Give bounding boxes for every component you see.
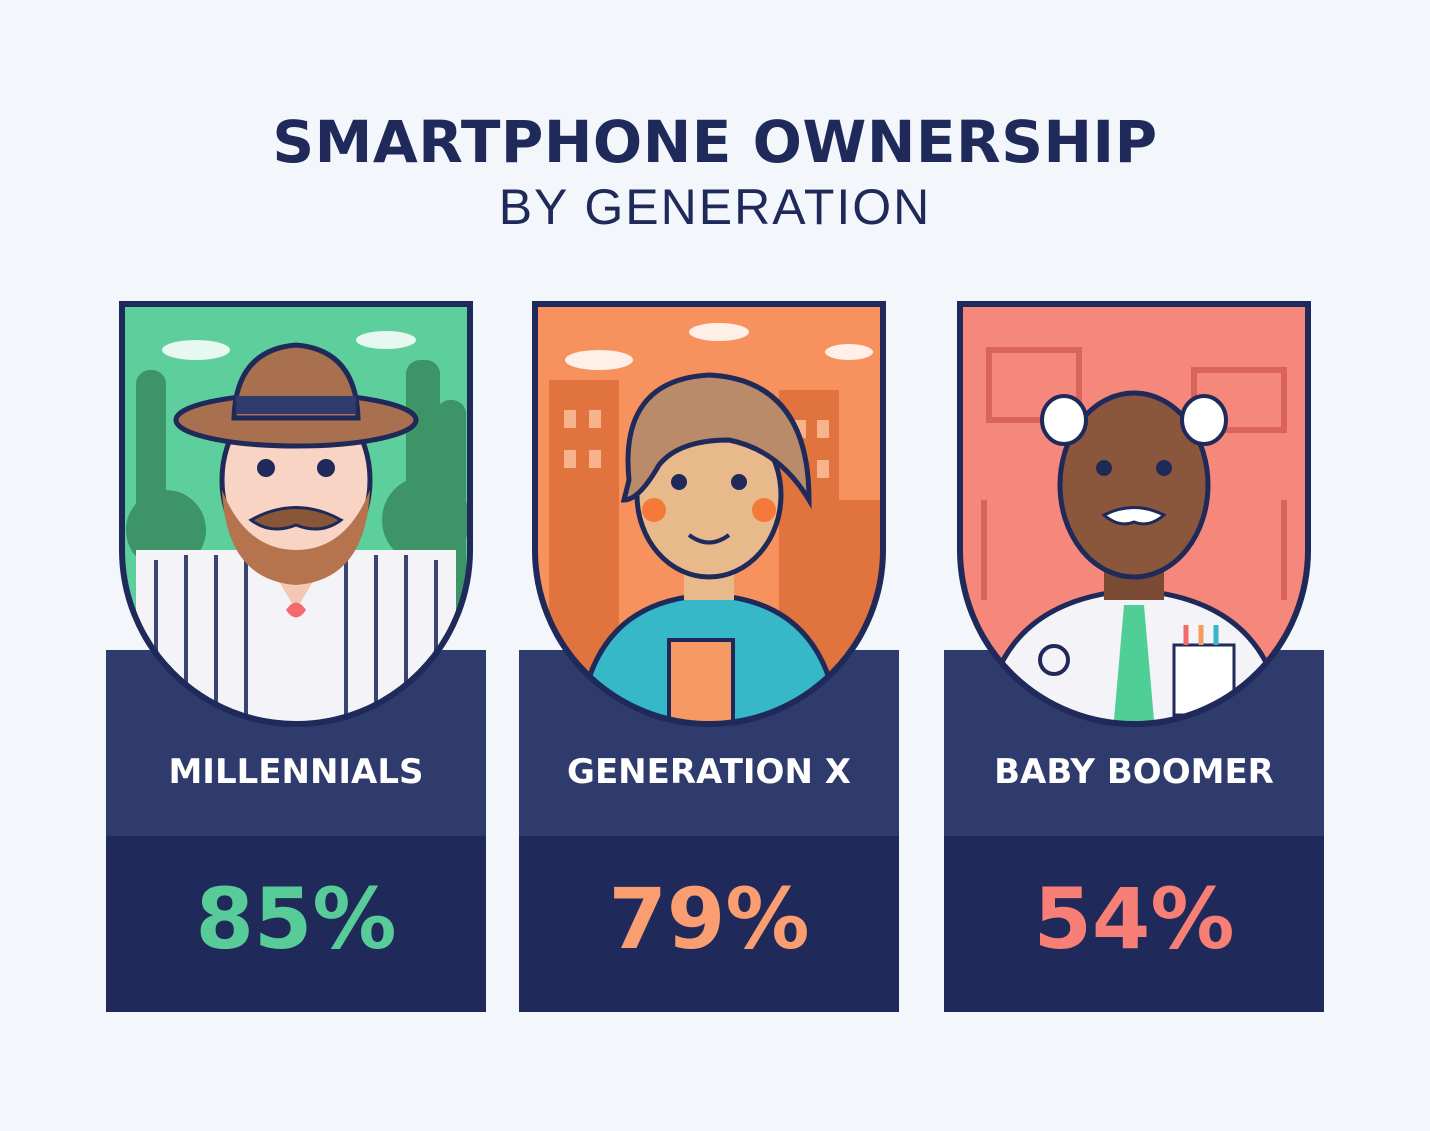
value-band bbox=[106, 836, 486, 1012]
page-subtitle: BY GENERATION bbox=[498, 179, 932, 235]
value-band bbox=[519, 836, 899, 1012]
value-band bbox=[944, 836, 1324, 1012]
boomer-portrait bbox=[957, 301, 1311, 727]
generation-card-millennials: MILLENNIALS 85% bbox=[106, 300, 486, 1012]
generation-card-boomer: BABY BOOMER 54% bbox=[944, 300, 1324, 1012]
generation-label: MILLENNIALS bbox=[168, 752, 424, 792]
ownership-value: 85% bbox=[195, 870, 397, 968]
ownership-value: 54% bbox=[1033, 870, 1235, 968]
generation-label: GENERATION X bbox=[567, 752, 851, 792]
ownership-value: 79% bbox=[608, 870, 810, 968]
generation-card-genx: GENERATION X 79% bbox=[519, 300, 899, 1012]
genx-portrait bbox=[532, 301, 886, 727]
millennial-portrait bbox=[119, 301, 473, 727]
page-title: SMARTPHONE OWNERSHIP bbox=[272, 108, 1158, 176]
generation-label: BABY BOOMER bbox=[994, 752, 1274, 792]
